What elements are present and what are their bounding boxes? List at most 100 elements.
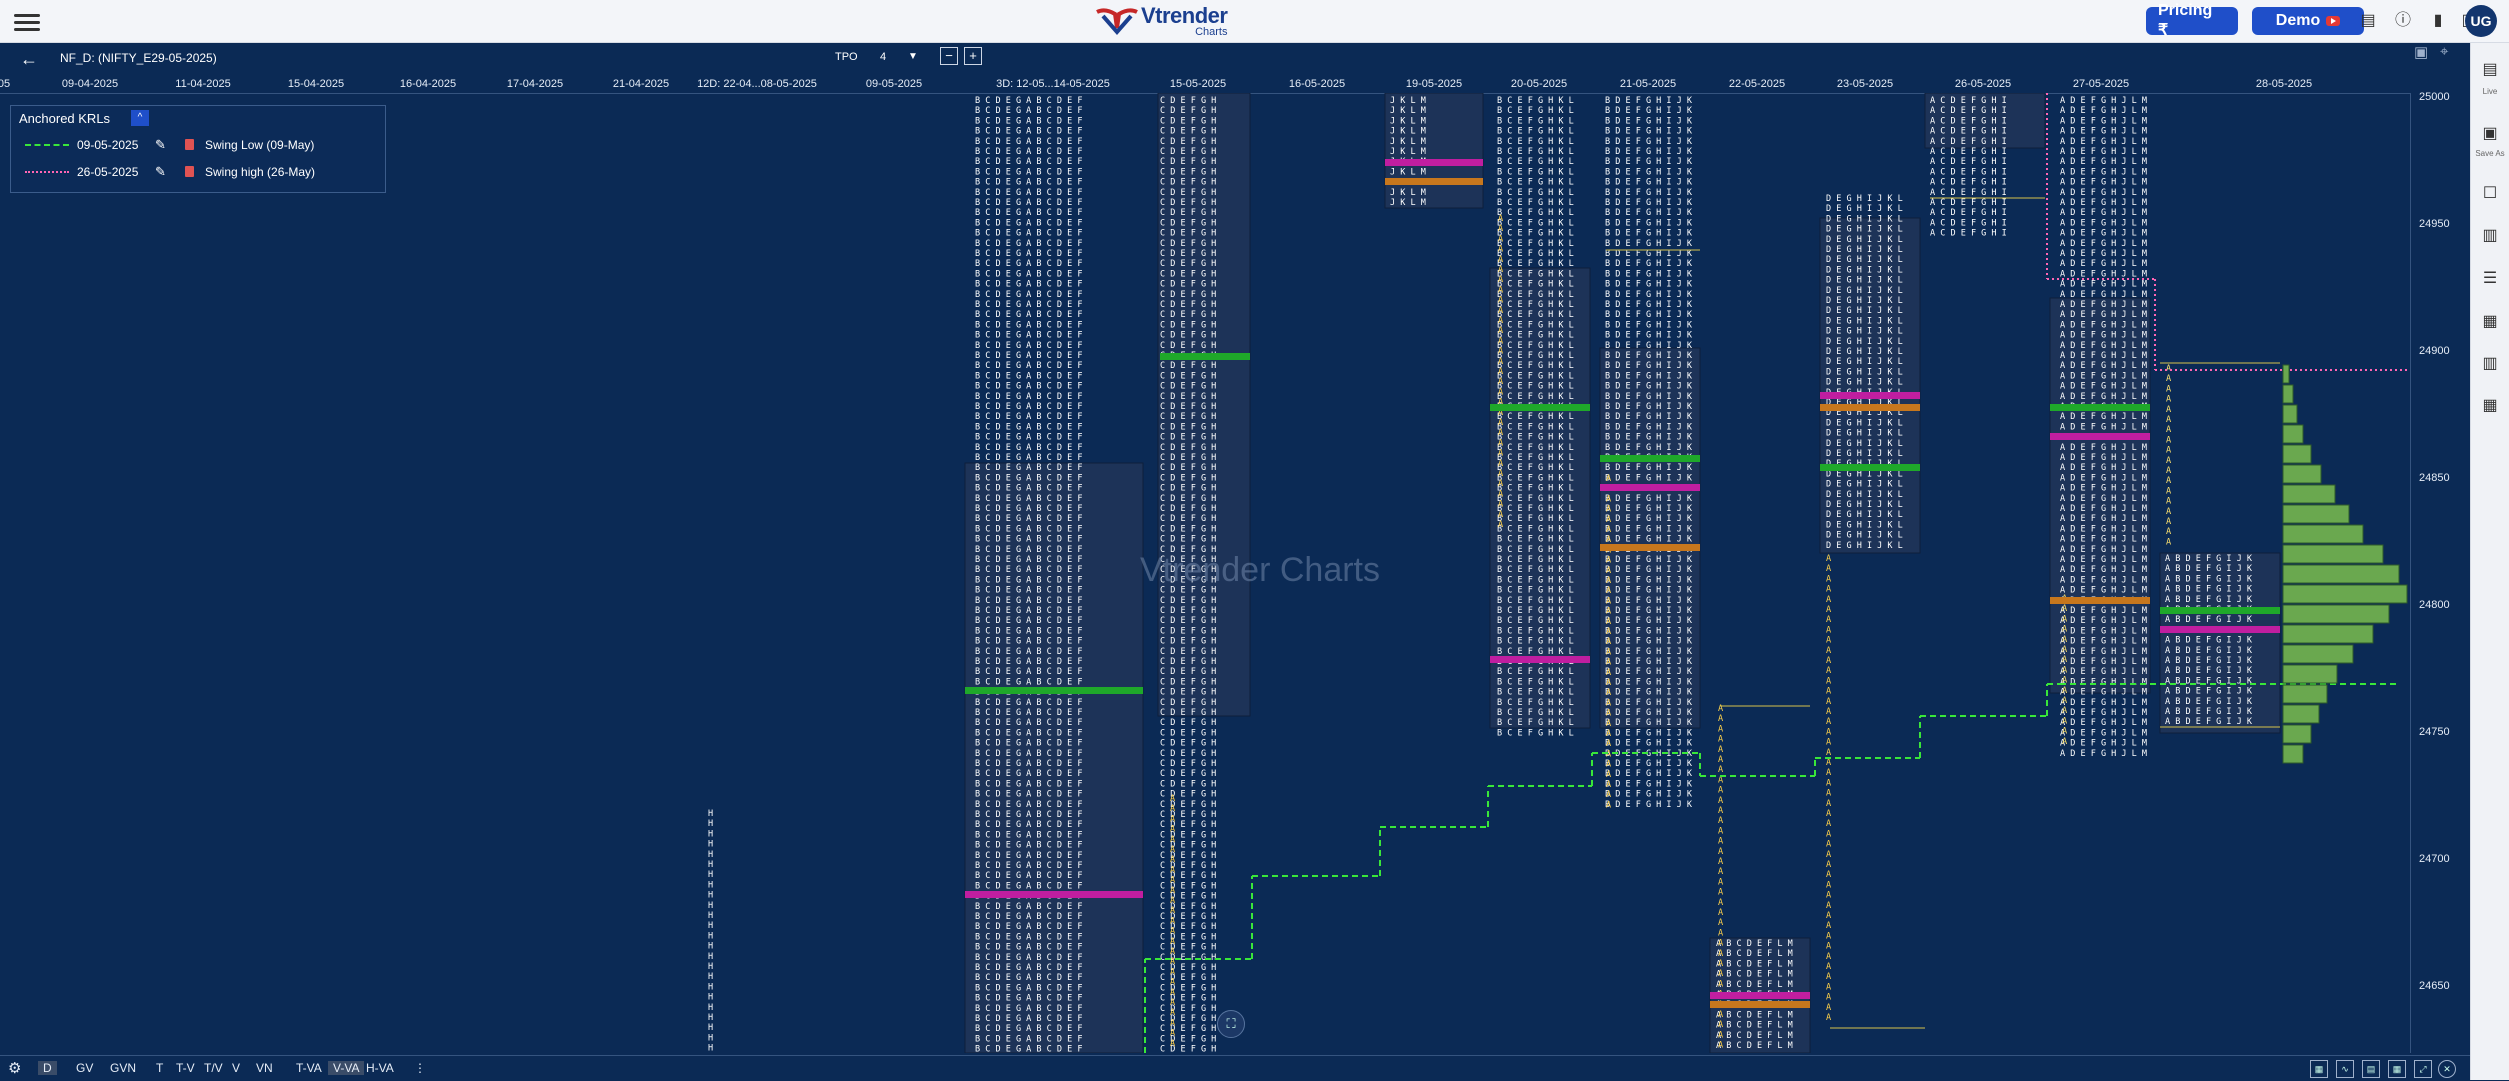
view-t[interactable]: T [156, 1061, 163, 1075]
crosshair-icon[interactable]: ⌖ [2440, 43, 2448, 60]
tpo-row: C D E F G H [1160, 983, 1216, 993]
youtube-icon [2326, 16, 2340, 26]
line-chart-icon[interactable]: ∿ [2336, 1060, 2354, 1078]
trash-icon[interactable] [185, 166, 194, 177]
fit-screen-icon[interactable]: ⛶ [1217, 1010, 1245, 1038]
tpo-row: B C D E G A B C D E F [975, 616, 1082, 626]
tpo-row: B D E F G H I J K [1605, 769, 1693, 779]
collapse-button[interactable]: ^ [131, 110, 149, 126]
tpo-row: B C D E G A B C D E F [975, 830, 1082, 840]
tpo-row: B C E F G H K L [1497, 116, 1574, 126]
pencil-icon[interactable]: ✎ [155, 137, 166, 153]
tpo-row: J K L M [1390, 167, 1426, 177]
columns-layout-icon[interactable]: ▥ [2480, 353, 2500, 373]
view-t-slash-v[interactable]: T/V [204, 1061, 223, 1075]
back-arrow-icon[interactable]: ← [20, 49, 38, 70]
rows-layout-icon[interactable]: ☰ [2480, 268, 2500, 288]
tpo-row: B C D E G A B C D E F [975, 453, 1082, 463]
tpo-size-select[interactable]: 4 [880, 51, 886, 63]
single-layout-icon[interactable]: ☐ [2480, 183, 2500, 203]
view-t-va[interactable]: T-VA [296, 1061, 322, 1075]
view-v[interactable]: V [232, 1061, 240, 1075]
trash-icon[interactable] [185, 139, 194, 150]
tpo-row: A [1498, 479, 1503, 489]
tpo-row: B C D E G A B C D E F [975, 167, 1082, 177]
multi-grid-icon[interactable]: ▦ [2480, 395, 2500, 415]
tpo-row: B D E F G H I J K [1605, 473, 1693, 483]
view-d[interactable]: D [38, 1061, 57, 1075]
menu-icon[interactable] [14, 10, 40, 32]
krl-row[interactable]: 09-05-2025 ✎ Swing Low (09-May) [19, 136, 379, 154]
date-axis-label: 23-05-2025 [1837, 78, 1893, 90]
tpo-row: B C E F G H K L [1497, 728, 1574, 738]
price-axis[interactable]: 25000 24950 24900 24850 24800 24750 24700 24650 [2410, 93, 2471, 1053]
tpo-row: C D E F G H [1160, 147, 1216, 157]
poc-bar [1820, 464, 1920, 471]
tpo-row: C D E F G H [1160, 851, 1216, 861]
tpo-row: B C E F G H K L [1497, 524, 1574, 534]
volume-profile-bar [2283, 645, 2353, 663]
pencil-icon[interactable]: ✎ [155, 164, 166, 180]
split-layout-icon[interactable]: ▥ [2480, 225, 2500, 245]
tpo-row: H [708, 1003, 713, 1013]
tpo-row: B C E F G H K L [1497, 647, 1574, 657]
zoom-in-button[interactable]: + [964, 47, 982, 65]
table-icon[interactable]: ▦ [2310, 1060, 2328, 1078]
camera-icon[interactable]: ▣ [2414, 43, 2428, 61]
pricing-button[interactable]: Pricing ₹ [2146, 7, 2238, 35]
expand-icon[interactable]: ⤢ [2414, 1060, 2432, 1078]
brand-logo[interactable]: Vtrender Charts [1095, 4, 1227, 38]
tpo-row: B C D E G A B C D E F [975, 749, 1082, 759]
tpo-row: A C D E F G H I [1930, 218, 2007, 228]
view-gv[interactable]: GV [76, 1061, 93, 1075]
save-icon[interactable]: ▣ [2480, 123, 2500, 143]
view-h-va[interactable]: H-VA [366, 1061, 394, 1075]
grid-layout-icon[interactable]: ▦ [2480, 311, 2500, 331]
tpo-row: A C D E F G H I [1930, 188, 2007, 198]
live-icon[interactable]: ▤ [2480, 59, 2500, 79]
tpo-row: A [1826, 799, 1831, 809]
more-icon[interactable]: ⋮ [414, 1061, 426, 1075]
tpo-row: A [1718, 745, 1723, 755]
dashed-line-icon [25, 144, 69, 146]
tpo-row: B C E F G H K L [1497, 616, 1574, 626]
date-axis-label: 21-04-2025 [613, 78, 669, 90]
settings-icon[interactable]: ⚙ [8, 1059, 21, 1077]
tpo-row: B C D E G A B C D E F [975, 586, 1082, 596]
tpo-row: C D E F G H [1160, 790, 1216, 800]
tpo-row: A [1826, 850, 1831, 860]
view-vn[interactable]: VN [256, 1061, 273, 1075]
tpo-row: D E G H I J K L [1826, 286, 1903, 296]
tpo-row: A [1498, 265, 1503, 275]
krl-row[interactable]: 26-05-2025 ✎ Swing high (26-May) [19, 163, 379, 181]
info-icon[interactable]: ⓘ [2393, 11, 2413, 31]
tpo-row: D E G H I J K L [1826, 439, 1903, 449]
tpo-row: B D E F G H I J K [1605, 341, 1693, 351]
tpo-row: C D E F G H [1160, 127, 1216, 137]
demo-button[interactable]: Demo [2252, 7, 2364, 35]
tpo-row: A [1606, 576, 1611, 586]
ib-bar [1385, 178, 1483, 185]
tpo-row: A [2166, 466, 2171, 476]
tpo-row: A C D E F G H I [1930, 229, 2007, 239]
grid-icon[interactable]: ▦ [2388, 1060, 2406, 1078]
chevron-down-icon[interactable]: ▼ [908, 51, 918, 62]
tpo-row: A [1718, 939, 1723, 949]
document-icon[interactable]: ▤ [2358, 11, 2378, 31]
tpo-row: A C D E F G H I [1930, 157, 2007, 167]
view-v-va[interactable]: V-VA [328, 1061, 364, 1075]
zoom-out-button[interactable]: − [940, 47, 958, 65]
tpo-row: A D E F G H J L M [2060, 361, 2147, 371]
tpo-row: A [2062, 716, 2067, 726]
view-t-v[interactable]: T-V [176, 1061, 195, 1075]
tpo-row: A D E F G H J L M [2060, 290, 2147, 300]
view-gvn[interactable]: GVN [110, 1061, 136, 1075]
tpo-row: C D E F G H [1160, 229, 1216, 239]
vpoc-bar [1820, 392, 1920, 399]
close-icon[interactable]: ✕ [2438, 1060, 2456, 1078]
tpo-row: C D E F G H [1160, 616, 1216, 626]
tpo-row: A [1606, 607, 1611, 617]
avatar[interactable]: UG [2465, 5, 2497, 37]
print-icon[interactable]: ▤ [2362, 1060, 2380, 1078]
bookmark-icon[interactable]: ▮ [2428, 11, 2448, 31]
